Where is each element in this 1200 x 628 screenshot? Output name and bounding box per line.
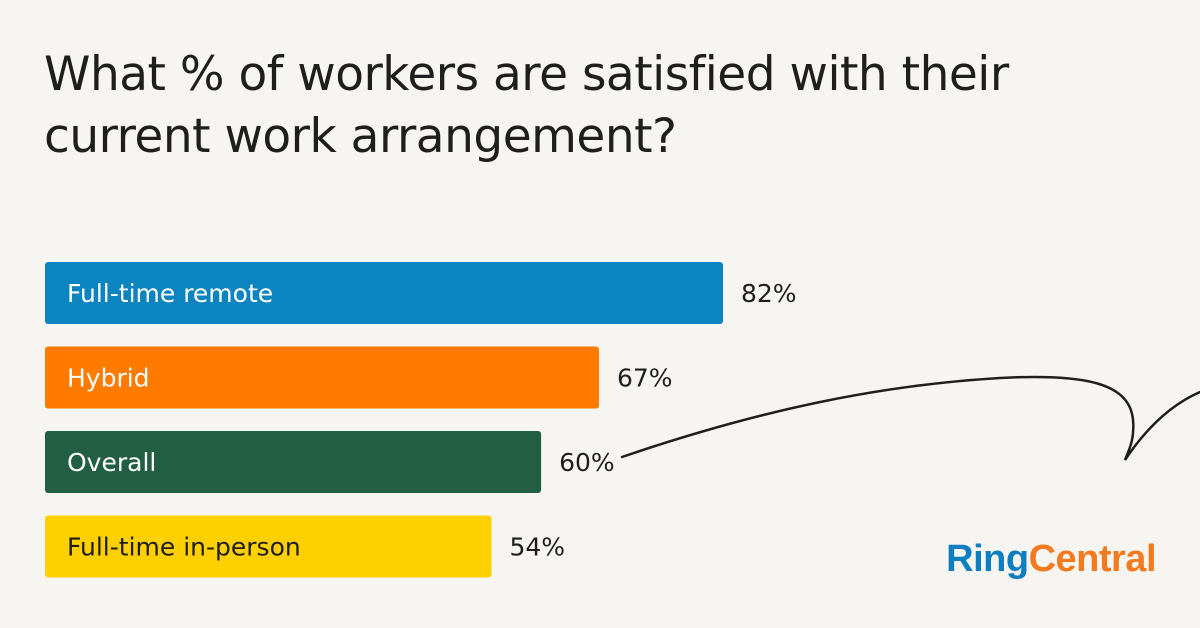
bar-category-label: Full-time in-person <box>67 533 301 562</box>
bar-category-label: Overall <box>67 448 156 477</box>
decorative-swoosh <box>620 375 1200 461</box>
bar-value-label: 54% <box>509 533 565 562</box>
bar-category-label: Hybrid <box>67 364 150 393</box>
ringcentral-logo: RingCentral <box>946 538 1156 581</box>
bar-value-label: 60% <box>559 448 615 477</box>
bar-full-time-in-person <box>45 515 492 578</box>
logo-text-central: Central <box>1028 538 1157 580</box>
bar-overall <box>45 431 542 493</box>
logo-text-ring: Ring <box>946 538 1029 580</box>
bar-category-label: Full-time remote <box>67 279 273 308</box>
bar-value-label: 82% <box>741 279 797 308</box>
chart-title: What % of workers are satisfied with the… <box>44 47 1009 164</box>
bars-group: Full-time remote 82% Hybrid 67% Overall 60% Fu… <box>45 262 797 578</box>
bar-hybrid <box>45 346 599 409</box>
bar-value-label: 67% <box>617 364 673 393</box>
bar-full-time-remote <box>45 262 723 324</box>
